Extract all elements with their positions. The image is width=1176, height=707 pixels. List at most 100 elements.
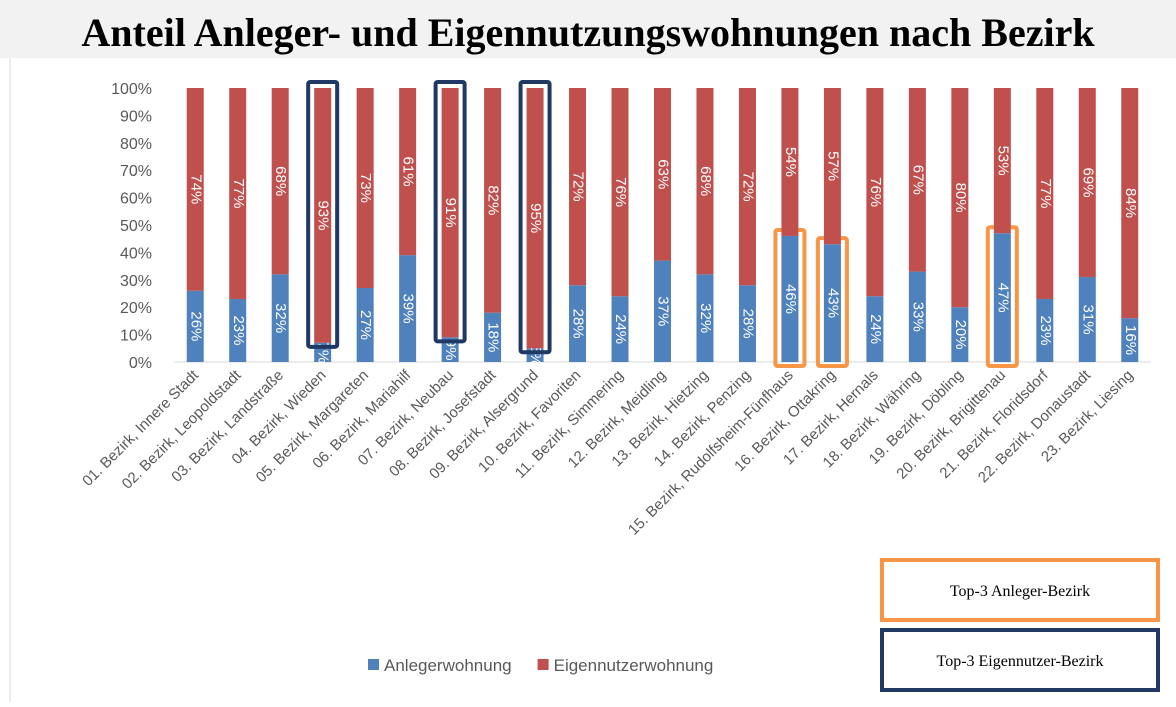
bar-segment [399, 255, 417, 362]
bar-segment [1078, 277, 1096, 362]
value-label: 84% [1122, 188, 1139, 218]
bar-segment [951, 307, 969, 362]
bar-segment [441, 337, 459, 362]
highlight-key [880, 628, 1160, 692]
y-tick-label: 0% [129, 355, 152, 372]
value-label: 47% [994, 283, 1011, 313]
bar-segment [569, 88, 587, 286]
value-label: 46% [782, 284, 799, 314]
value-label: 37% [655, 296, 672, 326]
bar-segment [1036, 298, 1054, 362]
legend-label: Anlegerwohnung [384, 656, 512, 675]
legend-label: Eigennutzerwohnung [554, 656, 714, 675]
bar-segment [781, 88, 799, 236]
bar-segment [526, 88, 544, 349]
bar-segment [993, 233, 1011, 362]
value-label: 80% [952, 183, 969, 213]
bar-segment [654, 260, 671, 362]
highlight-frame [518, 80, 552, 355]
value-label: 77% [230, 178, 247, 208]
y-tick-label: 40% [120, 245, 152, 262]
value-label: 32% [272, 303, 289, 333]
bar-segment [314, 88, 332, 343]
bar-segment [1121, 88, 1139, 319]
highlight-key [880, 558, 1160, 622]
bar-segment [823, 88, 841, 245]
value-label: 73% [357, 173, 374, 203]
legend-swatch [537, 659, 549, 670]
value-label: 31% [1079, 305, 1096, 335]
bar-segment [399, 88, 417, 256]
bar-segment [866, 88, 884, 297]
y-tick-label: 100% [111, 81, 152, 98]
value-label: 23% [230, 315, 247, 345]
bar-segment [738, 88, 756, 286]
bar-segment [356, 88, 374, 289]
value-label: 16% [1122, 325, 1139, 355]
value-label: 72% [739, 172, 756, 202]
value-label: 57% [824, 151, 841, 181]
value-label: 27% [357, 310, 374, 340]
y-tick-label: 20% [120, 300, 152, 317]
value-label: 24% [867, 314, 884, 344]
highlight-frame [433, 80, 467, 344]
bar-segment [1036, 88, 1054, 299]
value-label: 9% [442, 339, 459, 361]
highlight-key-label: Top-3 Eigennutzer-Bezirk [937, 653, 1104, 670]
value-label: 33% [909, 302, 926, 332]
chart-title: Anteil Anleger- und Eigennutzungswohnung… [81, 10, 1095, 55]
bar-segment [229, 298, 247, 362]
value-label: 95% [527, 203, 544, 233]
legend-swatch [368, 659, 379, 670]
value-label: 28% [570, 309, 587, 339]
value-label: 82% [485, 185, 502, 215]
bar-segment [993, 88, 1011, 234]
value-label: 24% [612, 314, 629, 344]
bar-segment [654, 88, 671, 261]
bar-segment [484, 88, 502, 313]
value-label: 72% [570, 172, 587, 202]
value-label: 93% [315, 200, 332, 230]
value-label: 23% [1037, 315, 1054, 345]
bar-segment [738, 285, 756, 362]
y-tick-label: 80% [120, 136, 152, 153]
value-label: 63% [655, 159, 672, 189]
bar-segment [356, 288, 374, 362]
value-label: 20% [952, 320, 969, 350]
value-label: 18% [485, 322, 502, 352]
bar-segment [271, 274, 289, 362]
y-tick-label: 70% [120, 163, 152, 180]
y-tick-label: 30% [120, 273, 152, 290]
bar-segment [229, 88, 247, 299]
value-label: 74% [187, 174, 204, 204]
value-label: 76% [867, 177, 884, 207]
value-label: 39% [400, 294, 417, 324]
bar-segment [441, 88, 459, 338]
value-label: 77% [1037, 178, 1054, 208]
bar-segment [696, 88, 714, 275]
highlight-key-label: Top-3 Anleger-Bezirk [950, 583, 1090, 600]
bar-segment [186, 290, 204, 362]
bar-segment [908, 88, 926, 272]
bar-segment [951, 88, 969, 308]
value-label: 68% [697, 166, 714, 196]
bar-segment [823, 244, 841, 362]
value-label: 5% [527, 344, 544, 366]
bar-segment [271, 88, 289, 275]
bar-segment [696, 274, 714, 362]
bar-segment [908, 271, 926, 362]
bar-segment [866, 296, 884, 362]
value-label: 54% [782, 147, 799, 177]
y-tick-label: 60% [120, 191, 152, 208]
value-label: 69% [1079, 168, 1096, 198]
value-label: 7% [315, 342, 332, 364]
bar-segment [569, 285, 587, 362]
value-label: 28% [739, 309, 756, 339]
value-label: 32% [697, 303, 714, 333]
bar-segment [781, 235, 799, 362]
y-tick-label: 50% [120, 218, 152, 235]
y-tick-label: 90% [120, 108, 152, 125]
value-label: 76% [612, 177, 629, 207]
